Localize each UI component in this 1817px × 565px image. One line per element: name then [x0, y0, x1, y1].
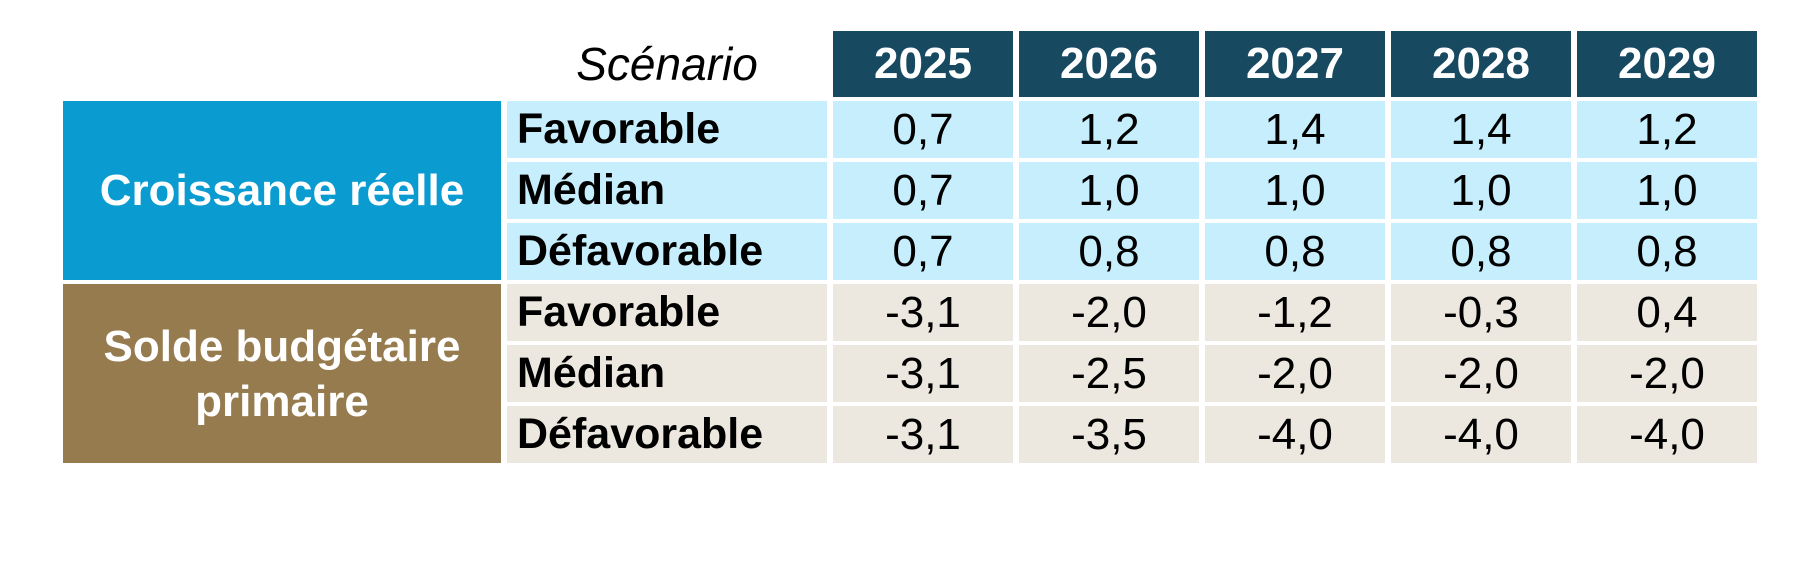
- corner-cell: [63, 31, 501, 97]
- value-cell: 0,8: [1391, 223, 1571, 280]
- value-cell: 1,0: [1205, 162, 1385, 219]
- group-header-0: Croissance réelle: [63, 101, 501, 280]
- scenario-label: Médian: [507, 345, 827, 402]
- value-cell: -2,0: [1391, 345, 1571, 402]
- scenario-label: Médian: [507, 162, 827, 219]
- year-header-2026: 2026: [1019, 31, 1199, 97]
- year-header-2027: 2027: [1205, 31, 1385, 97]
- value-cell: -3,1: [833, 406, 1013, 463]
- value-cell: 1,2: [1019, 101, 1199, 158]
- scenario-table: Scénario 2025 2026 2027 2028 2029 Croissance…: [57, 27, 1763, 467]
- value-cell: 1,0: [1391, 162, 1571, 219]
- value-cell: 0,7: [833, 162, 1013, 219]
- scenario-label: Favorable: [507, 284, 827, 341]
- table-row: Défavorable 0,7 0,8 0,8 0,8 0,8: [63, 223, 1757, 280]
- table-row: Médian 0,7 1,0 1,0 1,0 1,0: [63, 162, 1757, 219]
- year-header-2029: 2029: [1577, 31, 1757, 97]
- value-cell: 1,4: [1391, 101, 1571, 158]
- value-cell: -2,5: [1019, 345, 1199, 402]
- table-body: Croissance réelle Favorable 0,7 1,2 1,4 1,4 1,…: [63, 101, 1757, 463]
- year-header-2025: 2025: [833, 31, 1013, 97]
- scenario-label: Favorable: [507, 101, 827, 158]
- table-row: Médian -3,1 -2,5 -2,0 -2,0 -2,0: [63, 345, 1757, 402]
- value-cell: 0,4: [1577, 284, 1757, 341]
- table-row: Croissance réelle Favorable 0,7 1,2 1,4 1,4 1,…: [63, 101, 1757, 280]
- value-cell: -3,1: [833, 284, 1013, 341]
- value-cell: -2,0: [1205, 345, 1385, 402]
- value-cell: 0,8: [1205, 223, 1385, 280]
- value-cell: 1,0: [1019, 162, 1199, 219]
- table-row: Solde budgétaire primaire Favorable -3,1 -2…: [63, 284, 1757, 463]
- value-cell: -4,0: [1391, 406, 1571, 463]
- value-cell: -2,0: [1019, 284, 1199, 341]
- value-cell: -0,3: [1391, 284, 1571, 341]
- value-cell: -2,0: [1577, 345, 1757, 402]
- scenario-label: Défavorable: [507, 406, 827, 463]
- group-header-1: Solde budgétaire primaire: [63, 284, 501, 463]
- value-cell: 0,8: [1577, 223, 1757, 280]
- year-header-2028: 2028: [1391, 31, 1571, 97]
- value-cell: 1,2: [1577, 101, 1757, 158]
- table-row: Défavorable -3,1 -3,5 -4,0 -4,0 -4,0: [63, 406, 1757, 463]
- value-cell: 0,7: [833, 223, 1013, 280]
- year-header-row: Scénario 2025 2026 2027 2028 2029: [63, 31, 1757, 97]
- value-cell: 0,7: [833, 101, 1013, 158]
- scenario-column-header: Scénario: [507, 31, 827, 97]
- value-cell: 0,8: [1019, 223, 1199, 280]
- value-cell: -1,2: [1205, 284, 1385, 341]
- value-cell: -3,5: [1019, 406, 1199, 463]
- value-cell: 1,4: [1205, 101, 1385, 158]
- value-cell: -4,0: [1205, 406, 1385, 463]
- value-cell: -3,1: [833, 345, 1013, 402]
- value-cell: -4,0: [1577, 406, 1757, 463]
- scenario-label: Défavorable: [507, 223, 827, 280]
- value-cell: 1,0: [1577, 162, 1757, 219]
